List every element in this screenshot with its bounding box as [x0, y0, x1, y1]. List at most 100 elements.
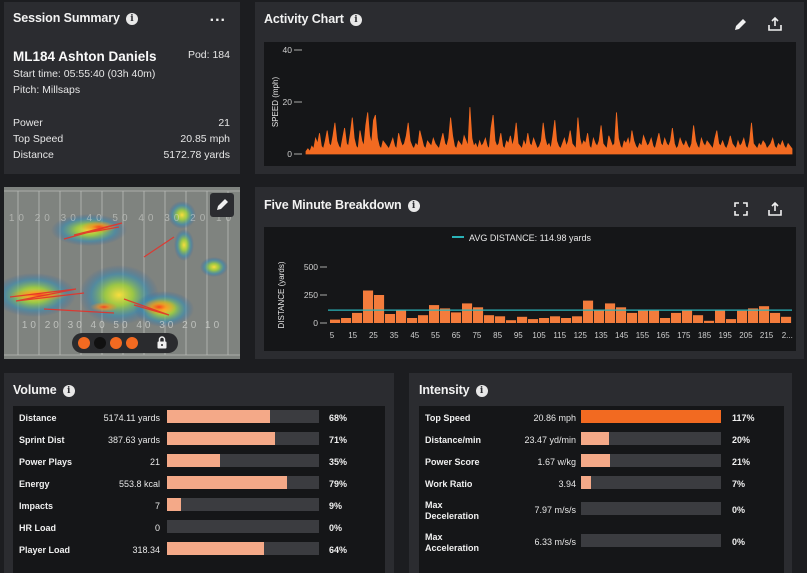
distance-bar[interactable]: [737, 310, 748, 323]
distance-bar[interactable]: [627, 312, 638, 323]
distance-bar[interactable]: [385, 314, 396, 323]
table-row: Distance/min 23.47 yd/min 20%: [419, 429, 784, 451]
distance-bar[interactable]: [682, 310, 693, 323]
row-value: 21: [149, 457, 160, 467]
distance-bar[interactable]: [572, 316, 583, 323]
distance-bar[interactable]: [561, 318, 572, 323]
distance-bar[interactable]: [660, 318, 671, 323]
distance-bar[interactable]: [781, 316, 792, 323]
progress-fill: [581, 476, 591, 489]
intensity-panel: Intensity i Top Speed 20.86 mph 117% Distanc…: [409, 373, 792, 573]
distance-bar[interactable]: [704, 320, 715, 323]
row-percent: 21%: [732, 457, 751, 467]
distance-bar[interactable]: [748, 308, 759, 323]
row-label: Work Ratio: [425, 479, 473, 489]
info-icon[interactable]: i: [475, 385, 488, 397]
distance-bar[interactable]: [462, 303, 473, 323]
distance-bar[interactable]: [649, 309, 660, 323]
row-value: 20.86 mph: [533, 413, 576, 423]
distance-bar[interactable]: [726, 319, 737, 323]
row-label: Power Score: [425, 457, 480, 467]
distance-bar[interactable]: [594, 309, 605, 323]
row-label: Max Deceleration: [425, 500, 480, 521]
distance-bar[interactable]: [440, 308, 451, 323]
row-percent: 7%: [732, 479, 746, 489]
distance-bar[interactable]: [693, 315, 704, 323]
field-numbers-bottom: 10 20 30 40 50 40 30 20 10: [22, 320, 222, 331]
row-label: Power Plays: [19, 457, 73, 467]
expand-icon[interactable]: [733, 201, 749, 217]
distance-bar[interactable]: [418, 315, 429, 323]
period-dot[interactable]: [78, 337, 90, 349]
row-value: 553.8 kcal: [118, 479, 160, 489]
row-value: 6.33 m/s/s: [534, 537, 576, 547]
period-dot[interactable]: [110, 337, 122, 349]
edit-heatmap-button[interactable]: [210, 193, 234, 217]
distance-bar[interactable]: [605, 303, 616, 323]
progress-fill: [167, 542, 265, 555]
distance-bar[interactable]: [363, 290, 374, 324]
distance-bar[interactable]: [495, 316, 506, 323]
distance-bar[interactable]: [759, 306, 770, 323]
distance-bar[interactable]: [352, 312, 363, 323]
distance-bar[interactable]: [517, 316, 528, 323]
distance-bar[interactable]: [550, 316, 561, 323]
table-row: Work Ratio 3.94 7%: [419, 473, 784, 495]
field-heatmap: 10 20 30 40 50 40 30 20 10 10 20 30 40 5…: [4, 187, 240, 359]
distance-bar[interactable]: [396, 309, 407, 323]
x-tick-label: 15: [348, 331, 357, 340]
distance-bar[interactable]: [330, 319, 341, 323]
row-percent: 68%: [329, 413, 348, 423]
distance-bar[interactable]: [715, 310, 726, 323]
info-icon[interactable]: i: [62, 385, 75, 397]
x-tick-label: 165: [656, 331, 670, 340]
x-tick-label: 55: [431, 331, 440, 340]
distance-bar[interactable]: [770, 312, 781, 323]
distance-bar[interactable]: [473, 307, 484, 323]
x-tick-label: 185: [698, 331, 712, 340]
progress-bar: [167, 410, 319, 423]
distance-bar[interactable]: [671, 312, 682, 323]
info-icon[interactable]: i: [407, 200, 420, 212]
distance-bar[interactable]: [528, 319, 539, 323]
period-dot[interactable]: [126, 337, 138, 349]
session-summary-title: Session Summary: [13, 11, 120, 25]
lock-icon[interactable]: [156, 336, 168, 349]
row-value: 7: [154, 501, 160, 511]
distance-bar[interactable]: [539, 318, 550, 323]
legend-line: [452, 236, 464, 238]
progress-bar: [581, 534, 721, 547]
table-row: Impacts 7 9%: [13, 495, 385, 517]
progress-bar: [581, 432, 721, 445]
distance-bar[interactable]: [506, 320, 517, 323]
intensity-table: Top Speed 20.86 mph 117% Distance/min 23.47 …: [419, 406, 784, 573]
distance-bar[interactable]: [429, 305, 440, 323]
distance-bar[interactable]: [638, 310, 649, 323]
distance-bar[interactable]: [616, 307, 627, 323]
row-value: 23.47 yd/min: [524, 435, 576, 445]
progress-bar: [167, 476, 319, 489]
distance-bar[interactable]: [484, 315, 495, 323]
distance-bar[interactable]: [583, 300, 594, 323]
pencil-icon[interactable]: [733, 16, 749, 32]
progress-fill: [167, 498, 181, 511]
info-icon[interactable]: i: [349, 14, 362, 26]
info-icon[interactable]: i: [125, 13, 138, 25]
y-tick-label: 0: [287, 149, 292, 159]
distance-bar[interactable]: [407, 318, 418, 323]
distance-bar[interactable]: [374, 295, 385, 323]
x-tick-label: 35: [390, 331, 399, 340]
five-minute-title: Five Minute Breakdown: [264, 198, 402, 212]
field-numbers-top: 10 20 30 40 50 40 30 20 10: [9, 213, 235, 224]
row-label: Distance/min: [425, 435, 482, 445]
x-tick-label: 145: [615, 331, 629, 340]
more-options-button[interactable]: ...: [209, 8, 226, 25]
share-icon[interactable]: [767, 16, 783, 32]
distance-bar[interactable]: [341, 318, 352, 323]
table-row: Distance 5174.11 yards 68%: [13, 407, 385, 429]
share-icon[interactable]: [767, 201, 783, 217]
period-dot[interactable]: [94, 337, 106, 349]
distance-bar[interactable]: [451, 312, 462, 323]
row-value: 318.34: [132, 545, 160, 555]
y-tick-label: 250: [304, 290, 318, 300]
